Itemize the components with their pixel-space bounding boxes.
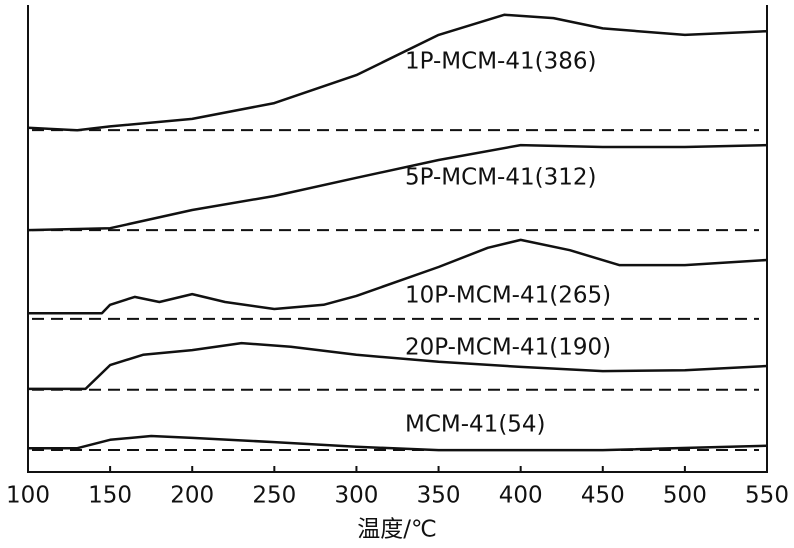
axis-frame <box>27 5 768 473</box>
x-tick-label: 300 <box>334 483 378 509</box>
x-tick-label: 250 <box>252 483 296 509</box>
series-label: 1P-MCM-41(386) <box>405 49 596 75</box>
x-tick-label: 150 <box>88 483 132 509</box>
x-axis-label: 温度/℃ <box>357 517 437 543</box>
x-tick-label: 550 <box>745 483 789 509</box>
series-label: MCM-41(54) <box>405 412 546 438</box>
x-tick-label: 450 <box>581 483 625 509</box>
curve <box>27 13 768 132</box>
x-tick-label: 500 <box>663 483 707 509</box>
curve <box>27 143 768 232</box>
x-tick-label: 200 <box>170 483 214 509</box>
series-label: 5P-MCM-41(312) <box>405 165 596 191</box>
x-tick-label: 400 <box>499 483 543 509</box>
x-tick-label: 100 <box>6 483 50 509</box>
curve <box>28 434 768 452</box>
curve <box>28 238 768 315</box>
series-label: 10P-MCM-41(265) <box>405 283 611 309</box>
x-tick-label: 350 <box>417 483 461 509</box>
curve <box>28 341 768 391</box>
series-label: 20P-MCM-41(190) <box>405 335 611 361</box>
